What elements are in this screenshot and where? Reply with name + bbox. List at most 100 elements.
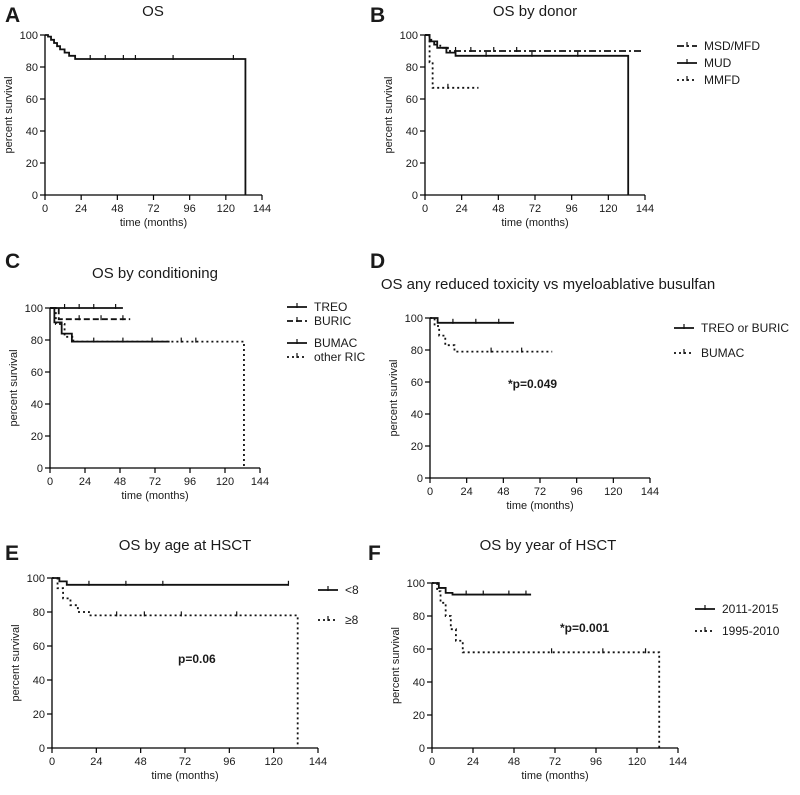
y-tick-label: 40: [413, 677, 425, 689]
legend-label: TREO: [314, 300, 347, 314]
axes: [420, 34, 646, 200]
y-tick-label: 60: [31, 367, 43, 379]
x-tick-label: 72: [149, 476, 161, 488]
series-line: [425, 34, 479, 89]
x-tick-label: 96: [571, 486, 583, 498]
x-tick-label: 48: [497, 486, 509, 498]
x-axis-label: time (months): [521, 770, 588, 782]
y-tick-label: 0: [37, 463, 43, 475]
x-tick-label: 96: [184, 476, 196, 488]
x-axis-label: time (months): [501, 217, 568, 229]
x-tick-label: 48: [135, 756, 147, 768]
legend-label: <8: [345, 583, 359, 597]
y-tick-label: 20: [411, 441, 423, 453]
series-line: [52, 577, 299, 748]
y-tick-label: 60: [33, 641, 45, 653]
y-tick-label: 80: [411, 345, 423, 357]
x-tick-label: 72: [179, 756, 191, 768]
x-tick-label: 0: [427, 486, 433, 498]
y-tick-label: 0: [39, 743, 45, 755]
panel-f: [427, 582, 715, 753]
panel-title: OS any reduced toxicity vs myeloablative…: [381, 276, 715, 293]
x-tick-label: 72: [549, 756, 561, 768]
x-tick-label: 144: [636, 203, 654, 215]
x-axis-label: time (months): [120, 217, 187, 229]
y-tick-label: 60: [26, 94, 38, 106]
series-line: [50, 307, 170, 343]
legend-label: BUMAC: [314, 336, 358, 350]
x-tick-label: 48: [114, 476, 126, 488]
y-tick-label: 0: [419, 743, 425, 755]
panel-label: F: [368, 542, 381, 565]
panel-c: [45, 303, 307, 473]
x-tick-label: 120: [604, 486, 622, 498]
series-line: [50, 307, 245, 468]
x-tick-label: 120: [217, 203, 235, 215]
y-tick-label: 0: [417, 473, 423, 485]
y-tick-label: 80: [406, 62, 418, 74]
y-axis-label: percent survival: [383, 76, 395, 153]
p-value-annotation: *p=0.049: [508, 377, 557, 391]
axes: [40, 34, 263, 200]
x-tick-label: 24: [456, 203, 468, 215]
y-axis-label: percent survival: [8, 349, 20, 426]
y-tick-label: 80: [26, 62, 38, 74]
x-tick-label: 144: [251, 476, 269, 488]
x-tick-label: 72: [534, 486, 546, 498]
legend-label: MMFD: [704, 73, 740, 87]
legend-label: MUD: [704, 56, 732, 70]
series-line: [52, 577, 289, 586]
y-tick-label: 20: [31, 431, 43, 443]
p-value-annotation: p=0.06: [178, 652, 216, 666]
legend-label: BUMAC: [701, 346, 745, 360]
legend-label: BURIC: [314, 314, 352, 328]
y-tick-label: 40: [31, 399, 43, 411]
x-tick-label: 120: [264, 756, 282, 768]
y-tick-label: 40: [411, 409, 423, 421]
y-tick-label: 0: [412, 190, 418, 202]
y-tick-label: 20: [33, 709, 45, 721]
y-tick-label: 80: [31, 335, 43, 347]
legend-label: ≥8: [345, 613, 359, 627]
x-tick-label: 120: [216, 476, 234, 488]
y-tick-label: 100: [407, 578, 425, 590]
y-tick-label: 100: [25, 303, 43, 315]
x-tick-label: 0: [422, 203, 428, 215]
y-tick-label: 60: [413, 644, 425, 656]
panel-title: OS by age at HSCT: [119, 537, 252, 554]
x-tick-label: 96: [223, 756, 235, 768]
x-tick-label: 96: [184, 203, 196, 215]
series-line: [425, 34, 644, 52]
series-line: [45, 34, 247, 195]
x-tick-label: 120: [599, 203, 617, 215]
panel-title: OS: [142, 3, 164, 20]
y-tick-label: 100: [27, 573, 45, 585]
x-tick-label: 0: [49, 756, 55, 768]
x-tick-label: 96: [590, 756, 602, 768]
x-tick-label: 144: [669, 756, 687, 768]
p-value-annotation: *p=0.001: [560, 621, 609, 635]
y-tick-label: 20: [413, 710, 425, 722]
x-tick-label: 48: [492, 203, 504, 215]
panel-label: E: [5, 542, 19, 565]
panel-title: OS by year of HSCT: [480, 537, 617, 554]
x-tick-label: 0: [47, 476, 53, 488]
x-tick-label: 48: [508, 756, 520, 768]
x-tick-label: 0: [429, 756, 435, 768]
x-tick-label: 24: [79, 476, 91, 488]
legend-label: MSD/MFD: [704, 39, 760, 53]
panel-label: B: [370, 4, 385, 27]
y-tick-label: 60: [406, 94, 418, 106]
y-tick-label: 40: [26, 126, 38, 138]
legend-label: 1995-2010: [722, 624, 780, 638]
x-tick-label: 144: [253, 203, 271, 215]
series-line: [425, 34, 630, 195]
panel-d: [425, 317, 694, 483]
panel-label: D: [370, 250, 385, 273]
x-axis-label: time (months): [151, 770, 218, 782]
y-axis-label: percent survival: [390, 627, 402, 704]
panel-e: [47, 577, 338, 753]
y-tick-label: 20: [26, 158, 38, 170]
y-tick-label: 60: [411, 377, 423, 389]
